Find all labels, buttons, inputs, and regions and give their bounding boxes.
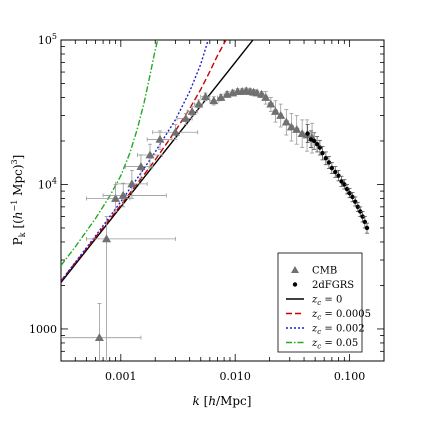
- cmb-points: [61, 86, 317, 361]
- 2dfgrs-point: [317, 145, 323, 150]
- cmb-point: [281, 117, 291, 126]
- 2dfgrs-point: [339, 179, 344, 184]
- cmb-point: [181, 114, 191, 122]
- legend-box: [277, 252, 363, 353]
- legend-label: zc = 0.05: [311, 338, 358, 351]
- cmb-point: [276, 111, 286, 119]
- 2dfgrs-point: [336, 173, 341, 178]
- cmb-point: [261, 92, 271, 101]
- series-line: [61, 40, 209, 282]
- cmb-point: [292, 125, 302, 133]
- 2dfgrs-point: [360, 214, 365, 219]
- series-line: [61, 40, 227, 282]
- legend-label: zc = 0.002: [311, 324, 365, 337]
- series-line: [61, 40, 159, 266]
- 2dfgrs-point: [344, 186, 350, 192]
- 2dfgrs-point: [314, 142, 320, 147]
- cmb-point: [270, 106, 280, 115]
- legend-2dfgrs-swatch: [292, 282, 298, 287]
- cmb-point: [200, 92, 210, 101]
- legend-label: CMB: [312, 266, 337, 277]
- series-line: [61, 40, 254, 283]
- y-axis-label: Pk [(h−1 Mpc)3]: [10, 155, 27, 246]
- cmb-point: [266, 99, 276, 108]
- x-tick-label: 0.100: [334, 370, 366, 383]
- cmb-point: [155, 134, 165, 143]
- 2dfgrs-points: [305, 124, 370, 234]
- 2dfgrs-point: [358, 209, 363, 214]
- legend-label: zc = 0.0005: [311, 309, 371, 322]
- cmb-point: [194, 99, 204, 108]
- cmb-point: [209, 96, 219, 105]
- cmb-point: [118, 190, 128, 199]
- 2dfgrs-point: [333, 169, 338, 175]
- x-tick-label: 0.001: [105, 370, 137, 383]
- 2dfgrs-point: [305, 131, 310, 136]
- legend-label: 2dFGRS: [312, 280, 354, 291]
- axis-ticks: 0.001 0.010 0.100 1000 104 105: [29, 32, 385, 383]
- cmb-point: [145, 150, 155, 159]
- y-tick-label: 1000: [29, 323, 57, 336]
- 2dfgrs-point: [311, 138, 317, 144]
- cmb-point: [111, 193, 121, 202]
- 2dfgrs-point: [355, 204, 360, 210]
- x-tick-label: 0.010: [219, 370, 251, 383]
- cmb-point: [136, 162, 146, 170]
- legend-cmb-swatch: [291, 266, 299, 273]
- cmb-point: [297, 129, 307, 137]
- y-tick-label: 104: [38, 176, 57, 191]
- y-tick-label: 105: [38, 32, 57, 47]
- cmb-point: [286, 122, 296, 131]
- 2dfgrs-point: [364, 225, 370, 231]
- 2dfgrs-point: [323, 156, 329, 161]
- cmb-point: [127, 179, 137, 188]
- cmb-point: [102, 234, 112, 243]
- cmb-point: [170, 127, 180, 136]
- legend-label: zc = 0: [311, 295, 342, 308]
- x-axis-label: k [h/Mpc]: [193, 394, 252, 408]
- cmb-point: [216, 92, 226, 101]
- cmb-point: [94, 333, 104, 342]
- cmb-point: [187, 106, 197, 115]
- 2dfgrs-point: [350, 194, 355, 200]
- 2dfgrs-point: [320, 150, 325, 156]
- 2dfgrs-point: [347, 191, 352, 196]
- 2dfgrs-point: [352, 199, 358, 204]
- plot-frame: [60, 39, 385, 362]
- 2dfgrs-point: [329, 165, 335, 171]
- 2dfgrs-point: [342, 182, 347, 187]
- model-curves: [61, 40, 254, 283]
- 2dfgrs-point: [326, 160, 332, 165]
